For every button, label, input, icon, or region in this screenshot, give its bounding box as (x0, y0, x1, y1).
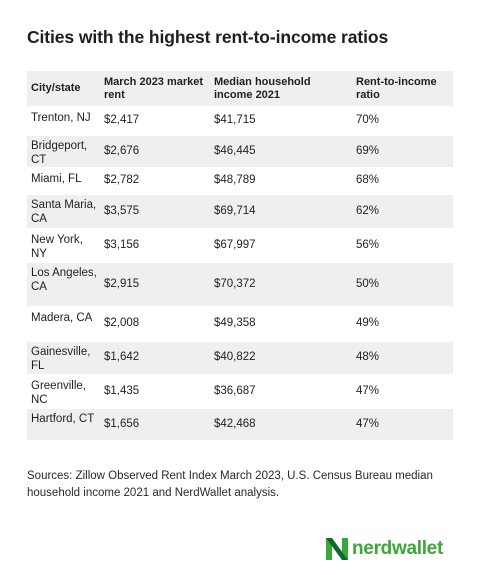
cell-income: $42,468 (210, 408, 352, 442)
cell-ratio: 47% (352, 408, 453, 442)
nerdwallet-logo: nerdwallet (326, 537, 443, 561)
table-row: Gainesville, FL $1,642 $40,822 48% (27, 341, 453, 376)
table-row: Trenton, NJ $2,417 $41,715 70% (27, 107, 453, 136)
table-row: Greenville, NC $1,435 $36,687 47% (27, 375, 453, 409)
cell-city: Madera, CA (27, 307, 100, 342)
cell-income: $70,372 (210, 262, 352, 308)
brand-name: nerdwallet (352, 538, 443, 559)
cell-city: Trenton, NJ (27, 107, 100, 136)
table-row: Santa Maria, CA $3,575 $69,714 62% (27, 194, 453, 230)
cell-rent: $1,642 (100, 341, 210, 376)
cell-rent: $2,676 (100, 135, 210, 169)
cell-ratio: 48% (352, 341, 453, 376)
table-row: Hartford, CT $1,656 $42,468 47% (27, 408, 453, 442)
table-header-row: City/state March 2023 market rent Median… (27, 71, 453, 108)
cell-income: $49,358 (210, 307, 352, 342)
table-row: New York, NY $3,156 $67,997 56% (27, 229, 453, 263)
cell-rent: $2,915 (100, 262, 210, 308)
cell-city: Gainesville, FL (27, 341, 100, 376)
header-rent-income-ratio: Rent-to-income ratio (352, 71, 453, 108)
cell-income: $40,822 (210, 341, 352, 376)
table-row: Los Angeles, CA $2,915 $70,372 50% (27, 262, 453, 308)
cell-city: Santa Maria, CA (27, 194, 100, 230)
cell-income: $36,687 (210, 375, 352, 409)
cell-income: $67,997 (210, 229, 352, 263)
cell-ratio: 70% (352, 107, 453, 136)
header-market-rent: March 2023 market rent (100, 71, 210, 108)
cell-income: $69,714 (210, 194, 352, 230)
cell-rent: $1,435 (100, 375, 210, 409)
cell-ratio: 62% (352, 194, 453, 230)
source-note: Sources: Zillow Observed Rent Index Marc… (27, 470, 433, 499)
cell-rent: $1,656 (100, 408, 210, 442)
header-city-state: City/state (27, 71, 100, 108)
header-median-income: Median household income 2021 (210, 71, 352, 108)
cell-ratio: 50% (352, 262, 453, 308)
table-row: Madera, CA $2,008 $49,358 49% (27, 307, 453, 342)
cell-city: Bridgeport, CT (27, 135, 100, 169)
cell-rent: $2,417 (100, 107, 210, 136)
cell-rent: $2,782 (100, 168, 210, 195)
cell-ratio: 47% (352, 375, 453, 409)
nerdwallet-n-icon (326, 538, 348, 560)
cell-city: Hartford, CT (27, 408, 100, 442)
cell-ratio: 69% (352, 135, 453, 169)
cell-city: Los Angeles, CA (27, 262, 100, 308)
cell-rent: $2,008 (100, 307, 210, 342)
table-row: Miami, FL $2,782 $48,789 68% (27, 168, 453, 195)
cell-rent: $3,575 (100, 194, 210, 230)
table-row: Bridgeport, CT $2,676 $46,445 69% (27, 135, 453, 169)
cell-city: New York, NY (27, 229, 100, 263)
cell-ratio: 49% (352, 307, 453, 342)
cell-city: Greenville, NC (27, 375, 100, 409)
cell-ratio: 56% (352, 229, 453, 263)
cell-income: $48,789 (210, 168, 352, 195)
page-title: Cities with the highest rent-to-income r… (27, 27, 389, 47)
cell-ratio: 68% (352, 168, 453, 195)
cell-city: Miami, FL (27, 168, 100, 195)
cell-income: $41,715 (210, 107, 352, 136)
rent-to-income-table: City/state March 2023 market rent Median… (27, 71, 453, 442)
cell-income: $46,445 (210, 135, 352, 169)
cell-rent: $3,156 (100, 229, 210, 263)
